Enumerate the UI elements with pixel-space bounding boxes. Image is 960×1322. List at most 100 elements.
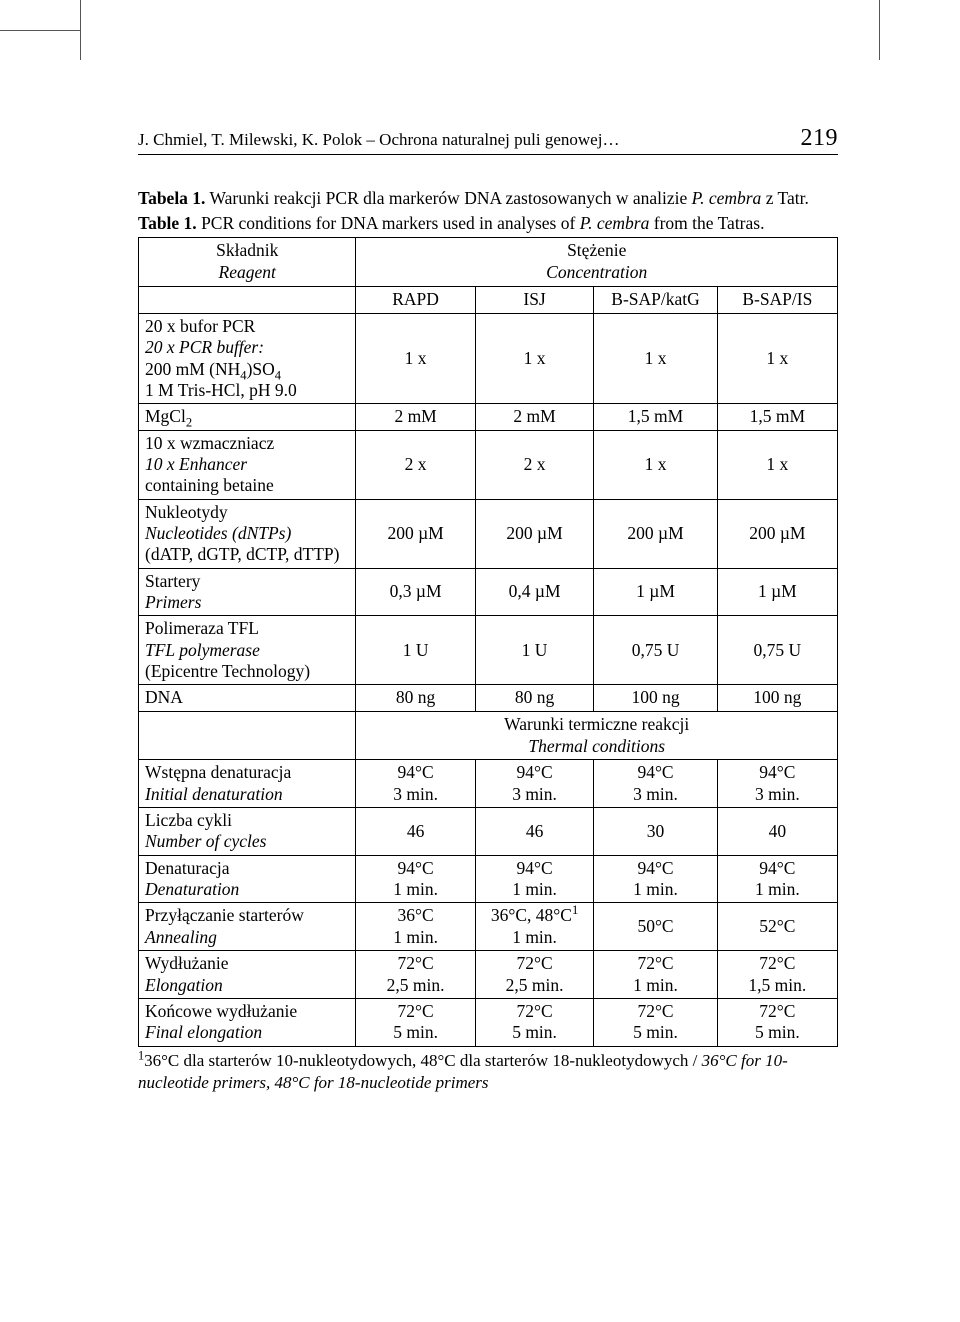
value-cell: 0,3 µM bbox=[356, 568, 475, 616]
value-cell: 2 x bbox=[356, 430, 475, 499]
table-row: Wstępna denaturacjaInitial denaturation9… bbox=[139, 760, 838, 808]
table-row: StarteryPrimers0,3 µM0,4 µM1 µM1 µM bbox=[139, 568, 838, 616]
header-conc-en: Concentration bbox=[546, 262, 647, 282]
page-content: J. Chmiel, T. Milewski, K. Polok – Ochro… bbox=[138, 125, 838, 1094]
value-cell: 50°C bbox=[594, 903, 717, 951]
caption-en-species: P. cembra bbox=[580, 213, 650, 233]
col-isj: ISJ bbox=[475, 286, 594, 313]
reagent-rows: 20 x bufor PCR20 x PCR buffer:200 mM (NH… bbox=[139, 313, 838, 711]
value-cell: 72°C1 min. bbox=[594, 951, 717, 999]
reagent-cell: Przyłączanie starterówAnnealing bbox=[139, 903, 356, 951]
value-cell: 94°C1 min. bbox=[717, 855, 837, 903]
caption-pl-label: Tabela 1. bbox=[138, 188, 205, 208]
value-cell: 80 ng bbox=[356, 685, 475, 711]
value-cell: 94°C3 min. bbox=[717, 760, 837, 808]
footnote-pl: 36°C dla starterów 10-nukleotydowych, 48… bbox=[144, 1051, 702, 1070]
value-cell: 2 mM bbox=[356, 404, 475, 430]
value-cell: 46 bbox=[356, 808, 475, 856]
col-rapd: RAPD bbox=[356, 286, 475, 313]
table-row: 20 x bufor PCR20 x PCR buffer:200 mM (NH… bbox=[139, 313, 838, 403]
reagent-cell: Końcowe wydłużanieFinal elongation bbox=[139, 998, 356, 1046]
value-cell: 1,5 mM bbox=[717, 404, 837, 430]
reagent-cell: DenaturacjaDenaturation bbox=[139, 855, 356, 903]
value-cell: 40 bbox=[717, 808, 837, 856]
caption-en-label: Table 1. bbox=[138, 213, 197, 233]
thermal-rows: Wstępna denaturacjaInitial denaturation9… bbox=[139, 760, 838, 1046]
table-row: DenaturacjaDenaturation 94°C1 min. 94°C1 m… bbox=[139, 855, 838, 903]
header-reagent: Składnik Reagent bbox=[139, 238, 356, 287]
reagent-cell: 10 x wzmaczniacz10 x Enhancercontaining … bbox=[139, 430, 356, 499]
value-cell: 72°C5 min. bbox=[475, 998, 594, 1046]
value-cell: 0,4 µM bbox=[475, 568, 594, 616]
value-cell: 30 bbox=[594, 808, 717, 856]
thermal-en: Thermal conditions bbox=[528, 736, 665, 756]
caption-en-text-a: PCR conditions for DNA markers used in a… bbox=[197, 213, 580, 233]
caption-pl: Tabela 1. Warunki reakcji PCR dla marker… bbox=[138, 187, 838, 210]
col-bsap-is: B-SAP/IS bbox=[717, 286, 837, 313]
reagent-cell: Wstępna denaturacjaInitial denaturation bbox=[139, 760, 356, 808]
table-row: Końcowe wydłużanieFinal elongation72°C5 … bbox=[139, 998, 838, 1046]
reagent-cell: NukleotydyNucleotides (dNTPs)(dATP, dGTP… bbox=[139, 499, 356, 568]
value-cell: 1 x bbox=[594, 430, 717, 499]
value-cell: 72°C1,5 min. bbox=[717, 951, 837, 999]
value-cell: 1 U bbox=[475, 616, 594, 685]
page-number: 219 bbox=[801, 125, 839, 152]
value-cell: 94°C3 min. bbox=[475, 760, 594, 808]
value-cell: 1 µM bbox=[717, 568, 837, 616]
table-header-row: Składnik Reagent Stężenie Concentration bbox=[139, 238, 838, 287]
value-cell: 100 ng bbox=[594, 685, 717, 711]
value-cell: 72°C5 min. bbox=[717, 998, 837, 1046]
table-column-labels: RAPD ISJ B-SAP/katG B-SAP/IS bbox=[139, 286, 838, 313]
header-reagent-pl: Składnik bbox=[216, 240, 278, 260]
value-cell: 72°C5 min. bbox=[356, 998, 475, 1046]
value-cell: 1 x bbox=[356, 313, 475, 403]
reagent-cell: StarteryPrimers bbox=[139, 568, 356, 616]
value-cell: 72°C5 min. bbox=[594, 998, 717, 1046]
pcr-table: Składnik Reagent Stężenie Concentration … bbox=[138, 237, 838, 1046]
table-row: Liczba cykliNumber of cycles46463040 bbox=[139, 808, 838, 856]
value-cell: 36°C1 min. bbox=[356, 903, 475, 951]
footnote: 136°C dla starterów 10-nukleotydowych, 4… bbox=[138, 1050, 838, 1094]
table-row: DNA80 ng80 ng100 ng100 ng bbox=[139, 685, 838, 711]
header-reagent-en: Reagent bbox=[219, 262, 276, 282]
value-cell: 1 U bbox=[356, 616, 475, 685]
table-row: NukleotydyNucleotides (dNTPs)(dATP, dGTP… bbox=[139, 499, 838, 568]
value-cell: 72°C2,5 min. bbox=[475, 951, 594, 999]
caption-pl-text-a: Warunki reakcji PCR dla markerów DNA zas… bbox=[205, 188, 691, 208]
col-bsap-katg: B-SAP/katG bbox=[594, 286, 717, 313]
table-row: 10 x wzmaczniacz10 x Enhancercontaining … bbox=[139, 430, 838, 499]
value-cell: 1 µM bbox=[594, 568, 717, 616]
value-cell: 94°C3 min. bbox=[356, 760, 475, 808]
running-head: J. Chmiel, T. Milewski, K. Polok – Ochro… bbox=[138, 125, 838, 155]
table-row: Przyłączanie starterówAnnealing36°C1 min… bbox=[139, 903, 838, 951]
value-cell: 200 µM bbox=[356, 499, 475, 568]
value-cell: 72°C2,5 min. bbox=[356, 951, 475, 999]
reagent-cell: Liczba cykliNumber of cycles bbox=[139, 808, 356, 856]
thermal-header-row: Warunki termiczne reakcji Thermal condit… bbox=[139, 711, 838, 760]
value-cell: 2 mM bbox=[475, 404, 594, 430]
caption-pl-text-b: z Tatr. bbox=[761, 188, 809, 208]
value-cell: 2 x bbox=[475, 430, 594, 499]
value-cell: 0,75 U bbox=[594, 616, 717, 685]
reagent-cell: Polimeraza TFLTFL polymerase(Epicentre T… bbox=[139, 616, 356, 685]
header-blank bbox=[139, 286, 356, 313]
crop-mark-top bbox=[0, 30, 80, 31]
reagent-cell: DNA bbox=[139, 685, 356, 711]
value-cell: 100 ng bbox=[717, 685, 837, 711]
table-row: WydłużanieElongation72°C2,5 min.72°C2,5 … bbox=[139, 951, 838, 999]
value-cell: 0,75 U bbox=[717, 616, 837, 685]
value-cell: 1 x bbox=[717, 313, 837, 403]
header-concentration: Stężenie Concentration bbox=[356, 238, 838, 287]
value-cell: 200 µM bbox=[475, 499, 594, 568]
thermal-pl: Warunki termiczne reakcji bbox=[504, 714, 689, 734]
thermal-header-blank bbox=[139, 711, 356, 760]
value-cell: 1 x bbox=[594, 313, 717, 403]
thermal-header: Warunki termiczne reakcji Thermal condit… bbox=[356, 711, 838, 760]
value-cell: 94°C3 min. bbox=[594, 760, 717, 808]
header-conc-pl: Stężenie bbox=[567, 240, 626, 260]
value-cell: 1,5 mM bbox=[594, 404, 717, 430]
value-cell: 94°C1 min. bbox=[475, 855, 594, 903]
reagent-cell: MgCl2 bbox=[139, 404, 356, 430]
caption-en: Table 1. PCR conditions for DNA markers … bbox=[138, 212, 838, 235]
crop-mark-right bbox=[879, 0, 880, 60]
